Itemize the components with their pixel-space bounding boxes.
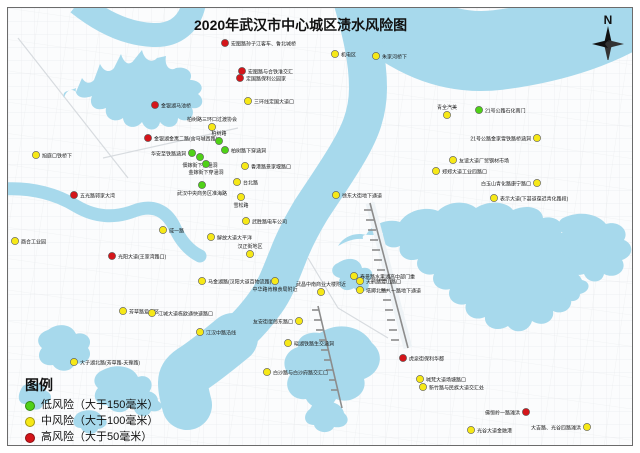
svg-text:江汉中路沿线: 江汉中路沿线	[206, 330, 236, 337]
svg-text:华安至铁路涵洞: 华安至铁路涵洞	[151, 151, 186, 158]
svg-text:武汉中央商务区准海路: 武汉中央商务区准海路	[177, 190, 227, 197]
svg-text:武胜路电车公司: 武胜路电车公司	[252, 219, 287, 226]
svg-text:机电区: 机电区	[341, 52, 356, 59]
svg-text:友谊大道厂贸钢材市场: 友谊大道厂贸钢材市场	[459, 158, 509, 165]
svg-text:佛恒岭一路滩洪: 佛恒岭一路滩洪	[485, 410, 520, 417]
svg-text:金银湖马池桥: 金银湖马池桥	[161, 103, 191, 110]
svg-text:白玉山青化路康宁路口: 白玉山青化路康宁路口	[481, 181, 531, 188]
svg-text:徐东大街地下通道: 徐东大街地下通道	[342, 193, 382, 200]
svg-text:江城大道栋欧通快速路口: 江城大道栋欧通快速路口	[158, 311, 213, 318]
svg-text:大子湖北路(芳草路-夭豫路): 大子湖北路(芳草路-夭豫路)	[80, 360, 140, 367]
svg-text:郑郑大道工业四路口: 郑郑大道工业四路口	[442, 169, 487, 176]
svg-text:塔卿北路八一路地下通道: 塔卿北路八一路地下通道	[366, 288, 421, 295]
svg-text:虎泉街保利华都: 虎泉街保利华都	[409, 356, 444, 363]
svg-text:青全汽美: 青全汽美	[437, 104, 457, 111]
svg-text:汉正街地区: 汉正街地区	[237, 243, 262, 250]
svg-text:21号公路石化南门: 21号公路石化南门	[485, 108, 526, 115]
svg-text:柏树路: 柏树路	[211, 130, 226, 137]
svg-text:威一路: 威一路	[169, 228, 184, 235]
svg-text:新竹路与民族大道交汇处: 新竹路与民族大道交汇处	[429, 385, 484, 392]
svg-text:朱家河桥下: 朱家河桥下	[382, 54, 407, 61]
svg-text:酉合工业园: 酉合工业园	[21, 239, 46, 246]
svg-text:光谷大道金融港: 光谷大道金融港	[477, 428, 512, 435]
svg-text:21号公路金家雪铁路桥涵洞: 21号公路金家雪铁路桥涵洞	[470, 136, 531, 143]
svg-text:金嫁街下穿涵洞: 金嫁街下穿涵洞	[188, 169, 223, 176]
svg-text:天鹤路渡山路口: 天鹤路渡山路口	[366, 279, 401, 286]
svg-text:中华路肯粮食局附近: 中华路肯粮食局附近	[252, 286, 297, 293]
svg-text:雪松路: 雪松路	[233, 202, 248, 209]
svg-text:解放大道大平洋: 解放大道大平洋	[217, 235, 252, 242]
svg-text:柏树路三环口过渡协会: 柏树路三环口过渡协会	[187, 116, 237, 123]
svg-text:佃嫁街下穿涵洞: 佃嫁街下穿涵洞	[182, 162, 217, 169]
svg-text:喊梵大道场塘路口: 喊梵大道场塘路口	[426, 377, 466, 384]
svg-text:光阳大道(王家湾路口): 光阳大道(王家湾路口)	[118, 254, 167, 261]
svg-text:友安街蛋郎东路口: 友安街蛋郎东路口	[253, 319, 293, 326]
svg-text:金银湖金寓二路(含马城西路): 金银湖金寓二路(含马城西路)	[154, 136, 218, 143]
svg-text:白沙路与白沙府路交汇口: 白沙路与白沙府路交汇口	[273, 370, 328, 377]
svg-text:武昌中南商业大楼附近: 武昌中南商业大楼附近	[296, 281, 346, 288]
svg-text:香港路景家堰路口: 香港路景家堰路口	[251, 164, 291, 171]
svg-text:大吉路、光谷四路滩洪: 大吉路、光谷四路滩洪	[531, 425, 581, 432]
svg-text:晓湖铁路生交涵洞: 晓湖铁路生交涵洞	[294, 341, 334, 348]
svg-text:N: N	[604, 13, 613, 27]
svg-text:宏图路孙子江客车、鲁北城桥: 宏图路孙子江客车、鲁北城桥	[231, 41, 296, 48]
svg-text:三环线定国大道口: 三环线定国大道口	[254, 99, 294, 106]
svg-text:五光路郭家大湾: 五光路郭家大湾	[80, 193, 115, 200]
svg-text:宏图路与合铁淮交汇: 宏图路与合铁淮交汇	[248, 69, 293, 76]
svg-text:马金湖路(汉阳大道百物流路): 马金湖路(汉阳大道百物流路)	[208, 279, 272, 286]
svg-text:台北路: 台北路	[243, 180, 258, 187]
svg-text:旭庭口铁桥下: 旭庭口铁桥下	[42, 153, 72, 160]
svg-text:表示大道(下甚道葆迟青化路段): 表示大道(下甚道葆迟青化路段)	[500, 196, 569, 203]
svg-text:定国路保利公园家: 定国路保利公园家	[246, 76, 286, 83]
svg-text:柏树路下穿涵洞: 柏树路下穿涵洞	[231, 148, 266, 155]
